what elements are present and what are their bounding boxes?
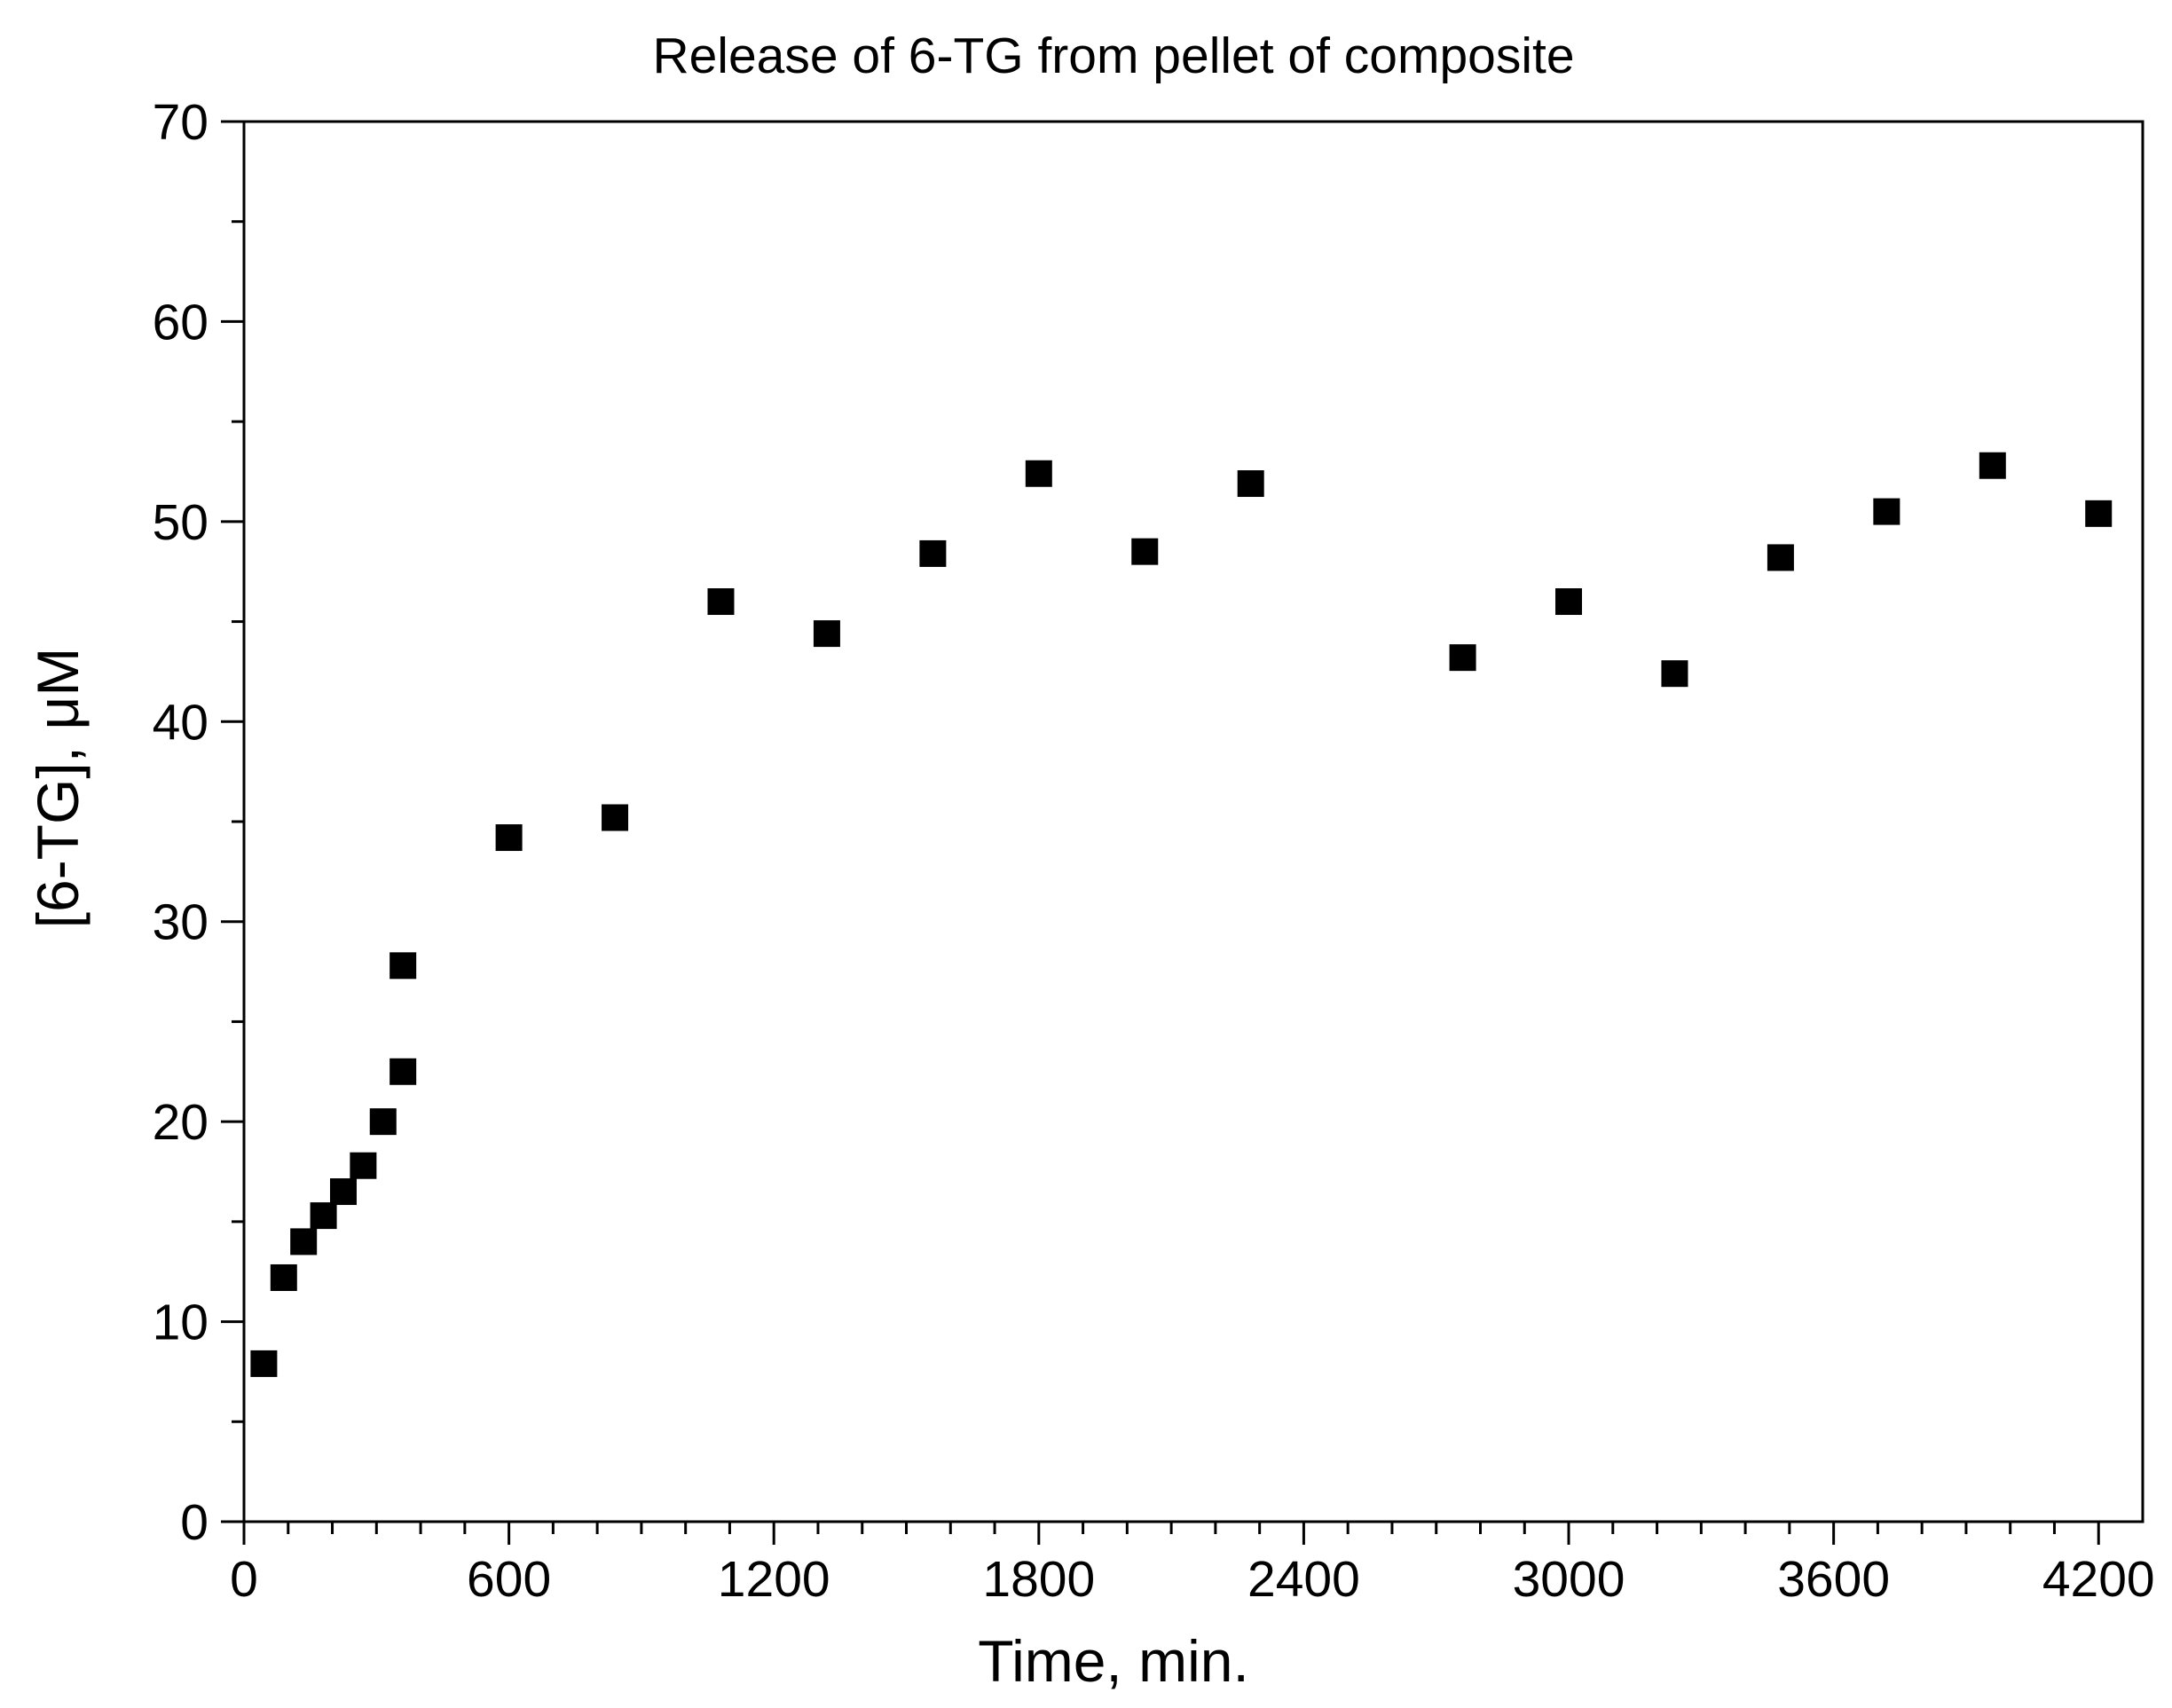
data-point xyxy=(495,824,523,852)
data-point xyxy=(2085,500,2113,527)
y-tick-label: 10 xyxy=(153,1295,209,1351)
x-tick-label: 600 xyxy=(467,1551,551,1608)
y-tick-label: 30 xyxy=(153,894,209,951)
x-tick-label: 0 xyxy=(230,1551,258,1608)
data-point xyxy=(602,804,629,831)
data-point xyxy=(919,539,947,567)
data-point xyxy=(1237,470,1264,498)
data-point xyxy=(270,1263,297,1291)
data-point xyxy=(310,1202,337,1230)
data-point xyxy=(350,1152,377,1179)
ticks-layer: 0 600 1200 1800 2400 3000 3600 4200 0 10 20 30 40 50 6… xyxy=(153,94,2155,1608)
x-axis-label: Time, min. xyxy=(978,1628,1249,1694)
data-point xyxy=(1873,498,1900,525)
data-point xyxy=(290,1228,318,1255)
data-point xyxy=(1661,660,1688,688)
y-tick-label: 50 xyxy=(153,494,209,551)
points-layer xyxy=(250,452,2113,1377)
y-axis-label: [6-TG], μM xyxy=(25,648,90,929)
plot-frame xyxy=(242,120,2144,1523)
data-point xyxy=(390,1058,417,1085)
data-point xyxy=(1767,544,1794,571)
data-point xyxy=(1979,452,2006,479)
x-tick-label: 2400 xyxy=(1247,1551,1360,1608)
x-tick-label: 1800 xyxy=(982,1551,1095,1608)
y-tick-label: 70 xyxy=(153,94,209,151)
x-tick-label: 3600 xyxy=(1777,1551,1890,1608)
data-point xyxy=(707,588,735,616)
data-point xyxy=(1449,644,1476,672)
x-tick-label: 3000 xyxy=(1513,1551,1625,1608)
y-tick-label: 0 xyxy=(180,1494,209,1551)
data-point xyxy=(1025,460,1052,487)
data-point xyxy=(329,1178,357,1206)
data-point xyxy=(390,952,417,980)
chart-title: Release of 6-TG from pellet of composite xyxy=(652,28,1574,84)
data-point xyxy=(813,620,840,648)
data-point xyxy=(250,1350,278,1377)
data-point xyxy=(1131,538,1159,565)
y-tick-label: 20 xyxy=(153,1094,209,1151)
y-tick-label: 40 xyxy=(153,694,209,751)
data-point xyxy=(369,1108,397,1136)
x-tick-label: 4200 xyxy=(2042,1551,2155,1608)
y-tick-label: 60 xyxy=(153,294,209,350)
data-point xyxy=(1555,588,1583,616)
x-tick-label: 1200 xyxy=(718,1551,830,1608)
